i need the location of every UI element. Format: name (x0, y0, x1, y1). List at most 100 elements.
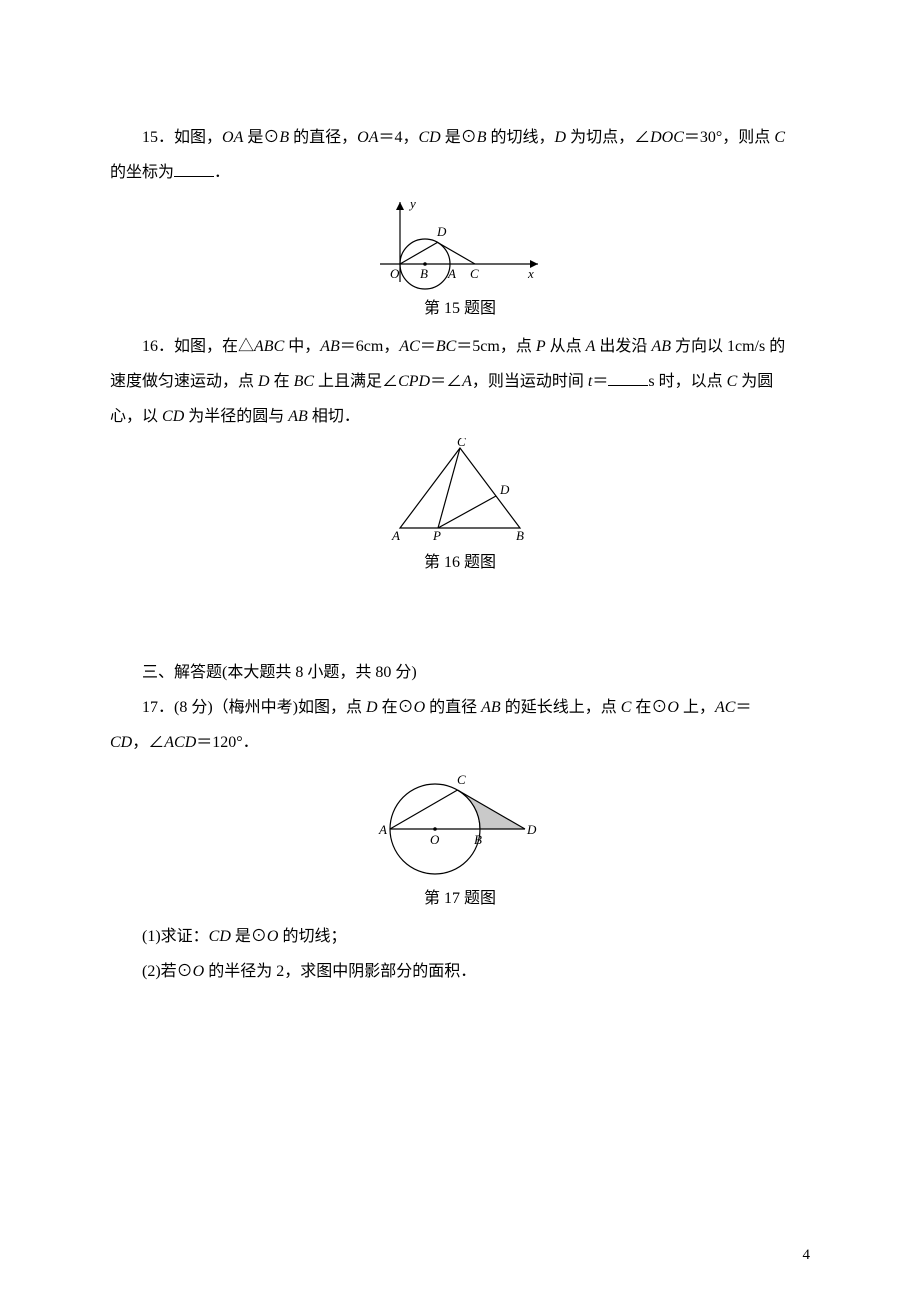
text: 的直径， (289, 129, 357, 146)
text: 方向以 1cm/s 的 (671, 338, 785, 355)
text: 是⊙ (243, 129, 279, 146)
text: 在⊙ (378, 699, 414, 716)
var-AB: AB (320, 338, 340, 355)
label-C: C (457, 438, 466, 449)
text: 在 (270, 373, 294, 390)
q16-caption: 第 16 题图 (110, 552, 810, 574)
text: 的切线， (487, 129, 555, 146)
text: 为半径的圆与 (184, 408, 288, 425)
var-A2: A (462, 373, 472, 390)
text: 上， (679, 699, 715, 716)
label-B: B (474, 832, 482, 847)
text: 是⊙ (441, 129, 477, 146)
text: 是⊙ (231, 928, 267, 945)
var-AC: AC (715, 699, 735, 716)
q15-line1: 15．如图，OA 是⊙B 的直径，OA＝4，CD 是⊙B 的切线，D 为切点，∠… (110, 120, 810, 155)
var-A: A (586, 338, 596, 355)
var-OA: OA (222, 129, 243, 146)
text: ＝ (735, 699, 751, 716)
var-D: D (258, 373, 270, 390)
var-D: D (366, 699, 378, 716)
var-B2: B (477, 129, 487, 146)
line-OD (400, 243, 438, 265)
var-BC: BC (436, 338, 456, 355)
q17-caption: 第 17 题图 (110, 888, 810, 910)
figure-q15: y x O B A C D 第 15 题图 (110, 194, 810, 320)
var-AB: AB (481, 699, 501, 716)
label-D: D (499, 482, 510, 497)
line-CP (438, 448, 460, 528)
label-y: y (408, 196, 416, 211)
var-OA2: OA (357, 129, 378, 146)
var-CD: CD (419, 129, 441, 146)
var-ACD: ACD (164, 734, 196, 751)
text: ＝30°，则点 (684, 129, 774, 146)
q16-line1: 16．如图，在△ABC 中，AB＝6cm，AC＝BC＝5cm，点 P 从点 A … (110, 329, 810, 364)
text: (1)求证： (142, 928, 209, 945)
q17-svg: A O B C D (365, 764, 555, 884)
var-C: C (727, 373, 738, 390)
text: ＝∠ (430, 373, 462, 390)
figure-q17: A O B C D 第 17 题图 (110, 764, 810, 910)
text: 的坐标为 (110, 164, 174, 181)
text: ＝6cm， (340, 338, 400, 355)
text: 的半径为 2，求图中阴影部分的面积． (204, 963, 476, 980)
text: ，则当运动时间 (472, 373, 588, 390)
blank-q16 (608, 369, 648, 386)
text: 在⊙ (631, 699, 667, 716)
text: 上且满足∠ (314, 373, 398, 390)
text: 中， (284, 338, 320, 355)
q15-line2: 的坐标为． (110, 155, 810, 190)
q17-line1: 17．(8 分)（梅州中考)如图，点 D 在⊙O 的直径 AB 的延长线上，点 … (110, 690, 810, 725)
page-number: 4 (803, 1239, 811, 1272)
label-A: A (378, 822, 387, 837)
text: 相切． (308, 408, 360, 425)
blank-q15 (174, 160, 214, 177)
var-CD: CD (162, 408, 184, 425)
var-P: P (536, 338, 546, 355)
q16-line2: 速度做匀速运动，点 D 在 BC 上且满足∠CPD＝∠A，则当运动时间 t＝s … (110, 364, 810, 399)
var-O3: O (267, 928, 279, 945)
q16-svg: A B C D P (380, 438, 540, 548)
var-BC2: BC (294, 373, 314, 390)
text: 的延长线上，点 (501, 699, 621, 716)
var-O2: O (667, 699, 679, 716)
var-ABC: ABC (254, 338, 284, 355)
label-O: O (430, 832, 440, 847)
text: 的切线； (278, 928, 346, 945)
var-AC: AC (399, 338, 419, 355)
text: ＝ (592, 373, 608, 390)
line-AC (390, 790, 458, 829)
text: ＝ (420, 338, 436, 355)
label-D: D (526, 822, 537, 837)
var-CPD: CPD (398, 373, 430, 390)
text: ＝4， (378, 129, 418, 146)
label-D: D (436, 224, 447, 239)
var-D: D (555, 129, 567, 146)
text: 的直径 (425, 699, 481, 716)
label-O: O (390, 266, 400, 281)
label-x: x (527, 266, 534, 281)
figure-q16: A B C D P 第 16 题图 (110, 438, 810, 574)
label-C: C (470, 266, 479, 281)
text: 16．如图，在△ (142, 338, 254, 355)
q17-line2: CD，∠ACD＝120°． (110, 725, 810, 760)
y-arrow (396, 202, 404, 210)
var-C: C (774, 129, 785, 146)
section3-header: 三、解答题(本大题共 8 小题，共 80 分) (110, 655, 810, 690)
text: 为圆 (737, 373, 773, 390)
var-DOC: DOC (650, 129, 684, 146)
label-B: B (516, 528, 524, 543)
label-P: P (432, 528, 441, 543)
text: (2)若⊙ (142, 963, 193, 980)
var-AB3: AB (288, 408, 308, 425)
var-O: O (414, 699, 426, 716)
text: 心，以 (110, 408, 162, 425)
text: s 时，以点 (648, 373, 726, 390)
text: ＝5cm，点 (456, 338, 536, 355)
label-A: A (447, 266, 456, 281)
section-gap (110, 583, 810, 655)
text: 15．如图， (142, 129, 222, 146)
text: 出发沿 (595, 338, 651, 355)
label-C: C (457, 772, 466, 787)
